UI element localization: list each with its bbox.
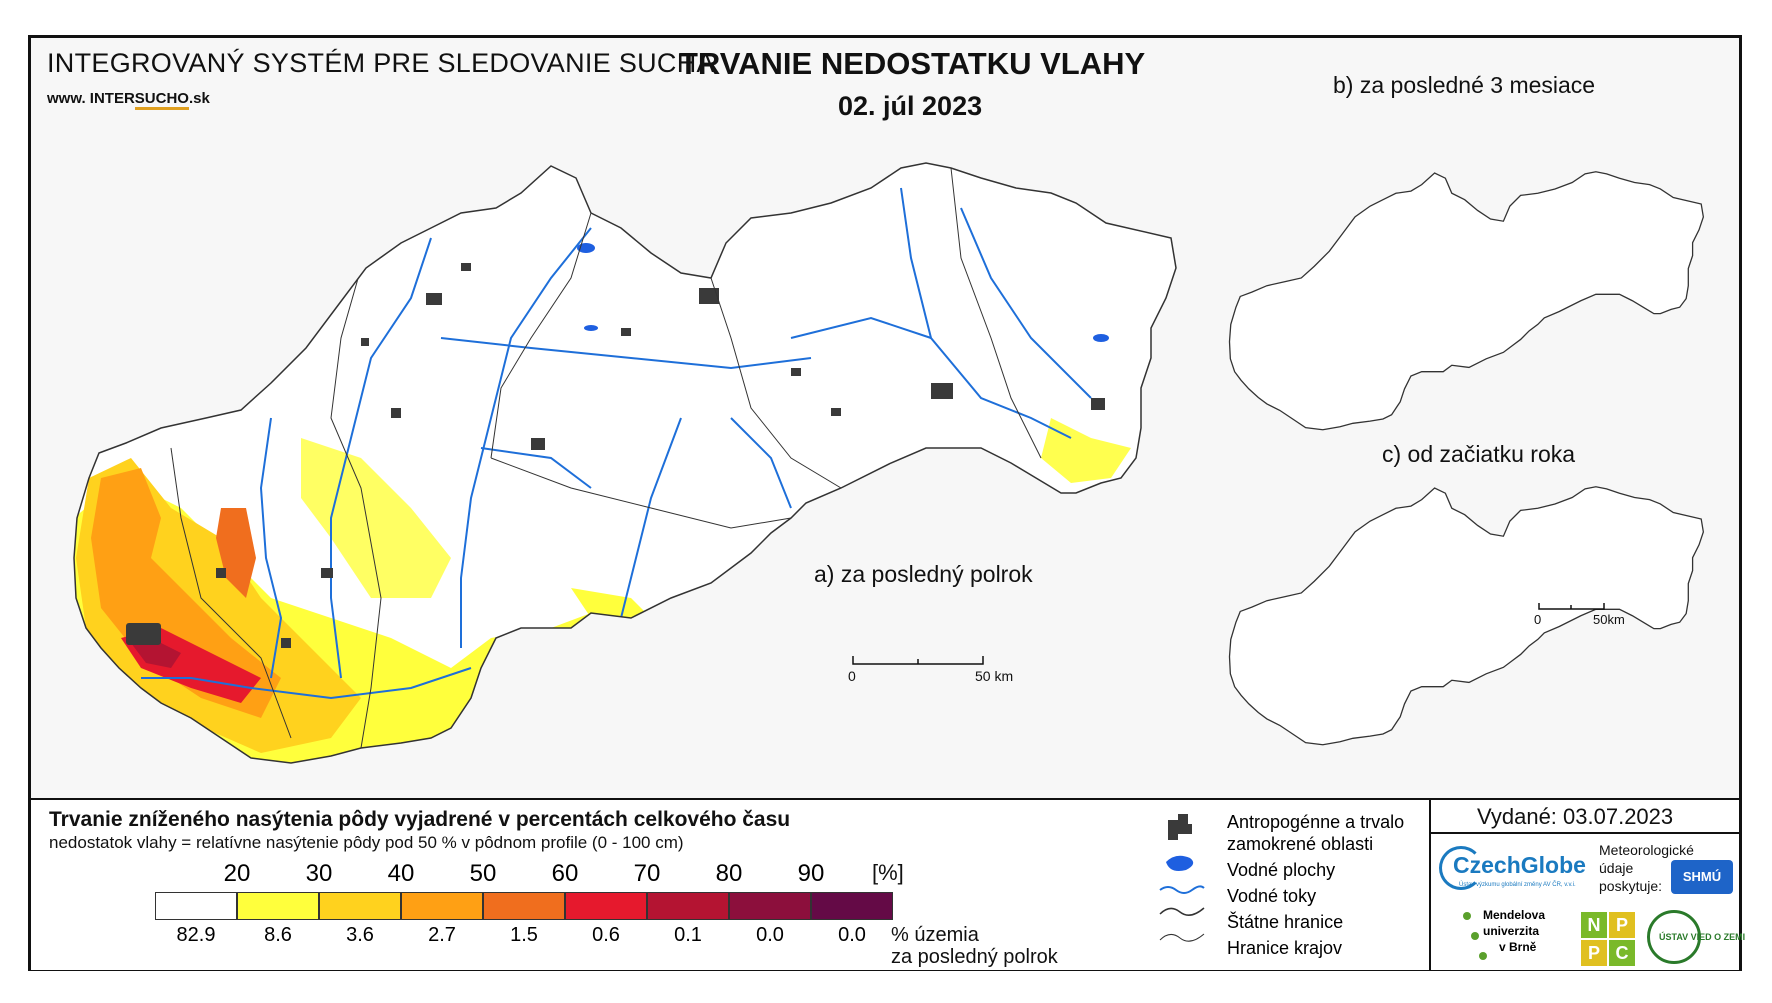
map-b-label: b) za posledné 3 mesiace — [1333, 72, 1596, 98]
legend-river-label: Vodné toky — [1227, 886, 1317, 906]
issued-divider — [1429, 832, 1739, 834]
legend-threshold: 20 — [223, 860, 251, 887]
small-scale-end: 50km — [1593, 612, 1625, 627]
small-scale-zero: 0 — [1534, 612, 1542, 627]
legend-threshold: 30 — [305, 860, 333, 887]
meteo-text-3: poskytuje: — [1599, 878, 1663, 894]
nppc-n: N — [1581, 912, 1607, 938]
legend-urban-label-2: zamokrené oblasti — [1227, 834, 1374, 854]
maps-svg — [73, 162, 1704, 764]
legend-threshold: 90 — [797, 860, 825, 887]
main-scale-end: 50 km — [975, 668, 1014, 684]
legend-region-border-label: Hranice krajov — [1227, 938, 1343, 958]
shmu-logo-text: SHMÚ — [1682, 869, 1722, 884]
uvz-logo: ÚSTAV VIED O ZEMI — [1647, 910, 1745, 966]
legend-pct-value: 8.6 — [264, 924, 292, 946]
legend-swatch — [811, 892, 893, 920]
legend-pct-value: 0.1 — [674, 924, 702, 946]
legend-swatch — [237, 892, 319, 920]
pct-caption-2: za posledný polrok — [891, 946, 1058, 968]
nppc-p1: P — [1609, 912, 1635, 938]
legend-water-label: Vodné plochy — [1227, 860, 1336, 880]
mendel-line-2: univerzita — [1483, 924, 1540, 938]
uvz-text: ÚSTAV VIED O ZEMI — [1659, 932, 1746, 942]
legend-pct-value: 0.6 — [592, 924, 620, 946]
river-icon — [1159, 885, 1205, 894]
legend-pct-value: 3.6 — [346, 924, 374, 946]
map-date: 02. júl 2023 — [838, 91, 983, 121]
legend-swatch — [155, 892, 237, 920]
small-scale-bar — [1538, 603, 1605, 610]
legend-swatch — [729, 892, 811, 920]
czechglobe-logo: CzechGlobe Ústav výzkumu globální změny … — [1439, 844, 1589, 898]
mendel-line-1: Mendelova — [1483, 908, 1546, 922]
legend-pct-value: 0.0 — [756, 924, 784, 946]
website-prefix: www. INTER — [47, 90, 135, 107]
legend-pct-value: 82.9 — [176, 924, 216, 946]
czechglobe-subtitle: Ústav výzkumu globální změny AV ČR, v.v.… — [1459, 882, 1576, 888]
nppc-logo: N P P C — [1581, 912, 1635, 966]
main-title: TRVANIE NEDOSTATKU VLAHY — [679, 46, 1146, 81]
nppc-p2: P — [1581, 940, 1607, 966]
map-a-label: a) za posledný polrok — [814, 561, 1033, 587]
legend-threshold: 80 — [715, 860, 743, 887]
main-scale-zero: 0 — [848, 668, 856, 684]
region-border-icon — [1159, 933, 1205, 942]
water-body-icon — [1166, 855, 1194, 871]
legend-threshold: 40 — [387, 860, 415, 887]
legend-unit: [%] — [872, 860, 904, 885]
legend-urban-label-1: Antropogénne a trvalo — [1227, 812, 1405, 832]
meteo-text-2: údaje — [1599, 860, 1634, 876]
legend-title: Trvanie zníženého nasýtenia pôdy vyjadre… — [49, 808, 791, 831]
website-brand: SUCHO — [134, 90, 189, 110]
legend-threshold: 60 — [551, 860, 579, 887]
legend-threshold: 70 — [633, 860, 661, 887]
nppc-c: C — [1609, 940, 1635, 966]
legend-swatch — [401, 892, 483, 920]
legend-panel: Trvanie zníženého nasýtenia pôdy vyjadre… — [31, 798, 1745, 970]
pct-caption-1: % územia — [891, 924, 979, 946]
meteo-text-1: Meteorologické — [1599, 842, 1694, 858]
symbol-icons — [1159, 814, 1205, 942]
legend-swatch — [647, 892, 729, 920]
legend-pct-value: 0.0 — [838, 924, 866, 946]
legend-swatch — [565, 892, 647, 920]
map-c-label: c) od začiatku roka — [1382, 441, 1576, 467]
legend-swatch — [319, 892, 401, 920]
main-map — [73, 162, 1177, 764]
legend-threshold: 50 — [469, 860, 497, 887]
czechglobe-name: CzechGlobe — [1453, 852, 1586, 878]
urban-area-icon — [1168, 814, 1192, 840]
state-border-icon — [1159, 907, 1205, 916]
system-title: INTEGROVANÝ SYSTÉM PRE SLEDOVANIE SUCHA — [47, 48, 715, 78]
legend-swatch — [483, 892, 565, 920]
issued-date: Vydané: 03.07.2023 — [1477, 804, 1674, 829]
legend-state-border-label: Štátne hranice — [1227, 912, 1344, 932]
map-b — [1228, 171, 1704, 431]
map-frame: INTEGROVANÝ SYSTÉM PRE SLEDOVANIE SUCHA … — [28, 35, 1745, 971]
shmu-logo: SHMÚ — [1671, 860, 1733, 894]
website-suffix: .sk — [188, 90, 210, 107]
map-c — [1228, 486, 1704, 746]
website-link[interactable]: www. INTERSUCHO.sk — [47, 90, 210, 110]
legend-subtitle: nedostatok vlahy = relatívne nasýtenie p… — [49, 833, 684, 852]
legend-pct-value: 1.5 — [510, 924, 538, 946]
mendel-line-3: v Brně — [1499, 940, 1537, 954]
credits-divider — [1429, 800, 1431, 970]
mendel-logo: Mendelova univerzita v Brně — [1463, 908, 1573, 968]
main-scale-bar — [852, 656, 984, 665]
legend-pct-value: 2.7 — [428, 924, 456, 946]
